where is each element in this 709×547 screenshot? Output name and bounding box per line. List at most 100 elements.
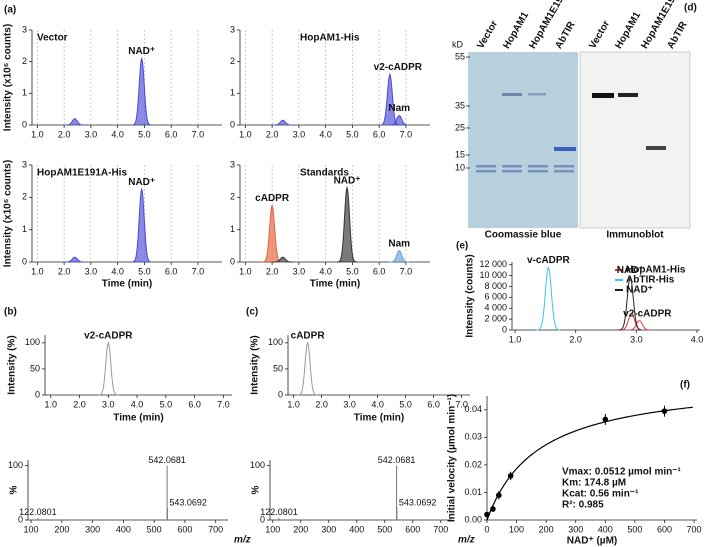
legend-label: AbTIR-His — [626, 275, 675, 286]
y-tick-label: 2 — [230, 56, 235, 66]
y-tick-label: 12 000 — [479, 259, 507, 269]
band — [554, 170, 574, 173]
y-tick-label: 0 — [35, 389, 40, 399]
panel-label: (c) — [246, 307, 258, 318]
peak-label: cADPR — [255, 193, 290, 204]
coomassie-blot — [468, 52, 578, 228]
x-tick-label: 2.0 — [73, 399, 86, 409]
peak — [297, 341, 318, 396]
y-tick-label: 1 — [22, 88, 27, 98]
x-axis-label: m/z — [458, 535, 475, 546]
annotation: Km: 174.8 µM — [562, 478, 626, 489]
peak — [618, 276, 643, 331]
peak — [389, 250, 410, 263]
x-tick-label: 2.0 — [266, 266, 279, 276]
x-axis-label: m/z — [234, 535, 251, 546]
immunoblot — [579, 51, 691, 229]
data-point — [507, 473, 514, 479]
y-tick-label: 6 000 — [484, 292, 507, 302]
x-tick-label: 4.0 — [371, 399, 384, 409]
x-tick-label: 2.0 — [58, 129, 71, 139]
peak-label: 543.0692 — [399, 497, 437, 507]
panel-label: (e) — [456, 241, 468, 252]
band — [554, 165, 574, 168]
x-tick-label: 7.0 — [455, 399, 468, 409]
x-tick-label: 3.0 — [85, 129, 98, 139]
x-tick-label: 2.0 — [266, 129, 279, 139]
peak-label: v-cADPR — [527, 255, 571, 266]
peak — [272, 256, 293, 263]
x-axis-label: Time (min) — [354, 413, 404, 424]
y-tick-label: 0 — [230, 256, 235, 266]
y-axis-label: Intensity (x10⁶ counts) — [3, 24, 14, 131]
peak — [64, 118, 85, 126]
y-tick-label: 0 — [22, 119, 27, 129]
peak — [337, 185, 358, 263]
annotation: Vmax: 0.0512 µmol min⁻¹ — [562, 467, 682, 478]
x-tick-label: 100 — [24, 524, 39, 534]
x-tick-label: 3.0 — [85, 266, 98, 276]
lane-label: Vector — [587, 19, 612, 51]
x-tick-label: 100 — [509, 524, 524, 534]
x-tick-label: 0 — [484, 524, 489, 534]
y-tick-label: 0 — [22, 256, 27, 266]
peak-label: 122.0801 — [19, 507, 57, 517]
peak — [262, 203, 283, 263]
peak-label: NAD⁺ — [334, 175, 361, 186]
y-tick-label: 0 — [260, 514, 265, 524]
x-tick-label: 500 — [147, 524, 162, 534]
x-tick-label: 300 — [568, 524, 583, 534]
x-tick-label: 4.0 — [319, 266, 332, 276]
y-tick-label: 100 — [250, 460, 265, 470]
x-tick-label: 5.0 — [138, 129, 151, 139]
panel-label: (d) — [684, 3, 697, 14]
data-point — [496, 492, 502, 499]
peak-label: 122.0801 — [260, 507, 298, 517]
peak-label: Nam — [388, 103, 410, 114]
x-tick-label: 1.0 — [44, 399, 57, 409]
peak-label: 543.0692 — [169, 497, 207, 507]
peak — [131, 187, 152, 263]
x-tick-label: 300 — [321, 524, 336, 534]
peak — [64, 256, 85, 263]
peak-label: NAD⁺ — [128, 177, 155, 188]
x-tick-label: 3.0 — [102, 399, 115, 409]
band — [618, 93, 638, 97]
y-tick-label: 0.04 — [464, 404, 482, 414]
y-tick-label: 50 — [30, 363, 40, 373]
x-tick-label: 2.0 — [58, 266, 71, 276]
blot-caption: Coomassie blue — [485, 230, 562, 241]
y-tick-label: 2 — [230, 192, 235, 202]
x-tick-label: 6.0 — [427, 399, 440, 409]
x-tick-label: 3.0 — [630, 334, 643, 344]
y-tick-label: 0 — [502, 324, 507, 334]
x-tick-label: 3.0 — [293, 129, 306, 139]
data-point — [484, 511, 490, 518]
peak-label: v2-cADPR — [84, 330, 133, 341]
peak — [98, 341, 119, 396]
y-tick-label: 3 — [230, 24, 235, 34]
panel-label: (b) — [4, 307, 17, 318]
band — [502, 93, 522, 96]
y-axis-label: Initial velocity (µmol min⁻¹) — [447, 394, 458, 522]
x-tick-label: 600 — [405, 524, 420, 534]
y-tick-label: 0.02 — [464, 459, 482, 469]
x-tick-label: 1.0 — [31, 266, 44, 276]
y-axis-label: % — [251, 485, 262, 494]
x-tick-label: 700 — [687, 524, 702, 534]
y-axis-label: Intensity (%) — [250, 335, 261, 394]
band — [592, 93, 614, 98]
y-axis-label: Intensity (counts) — [465, 254, 476, 337]
x-tick-label: 2.0 — [569, 334, 582, 344]
x-tick-label: 5.0 — [346, 129, 359, 139]
x-tick-label: 1.0 — [287, 399, 300, 409]
fit-curve — [486, 406, 693, 521]
x-tick-label: 1.0 — [239, 129, 252, 139]
x-tick-label: 7.0 — [192, 129, 205, 139]
x-tick-label: 6.0 — [373, 129, 386, 139]
y-tick-label: 2 — [22, 56, 27, 66]
marker-label: 15 — [455, 149, 465, 159]
x-tick-label: 200 — [54, 524, 69, 534]
y-tick-label: 3 — [230, 159, 235, 169]
x-tick-label: 6.0 — [373, 266, 386, 276]
